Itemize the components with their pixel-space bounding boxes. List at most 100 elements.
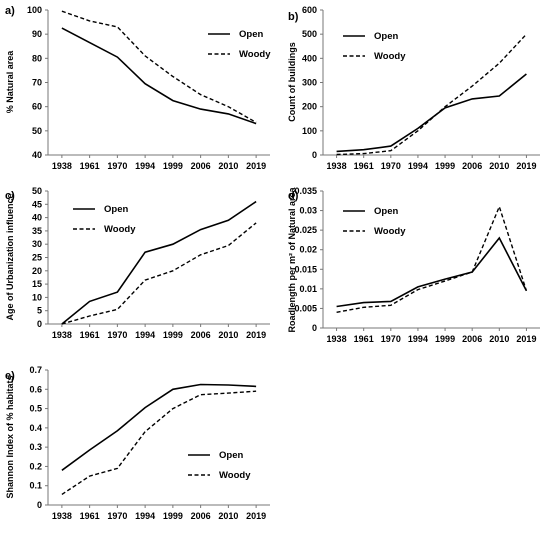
y-tick-label: 40 [32,150,42,160]
x-tick-label: 1970 [381,161,401,171]
x-tick-label: 2006 [462,334,482,344]
y-tick-label: 0.1 [29,481,42,491]
y-tick-label: 0.6 [29,384,42,394]
x-tick-label: 1938 [52,161,72,171]
y-tick-label: 80 [32,53,42,63]
x-tick-label: 2010 [218,161,238,171]
x-tick-label: 1938 [52,330,72,340]
panel-label: a) [5,5,15,17]
y-tick-label: 10 [32,292,42,302]
y-axis-label: % Natural area [5,50,15,114]
y-tick-label: 0 [312,150,317,160]
series-line-woody [336,204,528,313]
y-tick-label: 60 [32,102,42,112]
x-tick-label: 1999 [435,334,455,344]
y-tick-label: 0 [312,323,317,333]
y-tick-label: 0.015 [294,264,317,274]
x-tick-label: 2010 [489,334,509,344]
y-tick-label: 50 [32,126,42,136]
panel-label: e) [5,370,15,382]
chart-panel-1: 40 50 60 70 80 90 100 1938 1961 1970 1994 1999 2006 2… [5,5,271,171]
legend-label-open: Open [374,206,398,217]
x-tick-label: 2019 [246,330,266,340]
x-tick-label: 1999 [435,161,455,171]
x-tick-label: 2006 [191,330,211,340]
y-tick-label: 0.3 [29,442,42,452]
legend-label-woody: Woody [374,51,406,62]
x-tick-label: 1970 [107,330,127,340]
x-tick-label: 2019 [516,334,536,344]
x-tick-label: 1999 [163,330,183,340]
x-tick-label: 1961 [80,511,100,521]
x-tick-label: 1970 [107,161,127,171]
series-line-open [61,383,257,471]
x-tick-label: 1938 [52,511,72,521]
y-tick-label: 0.035 [294,186,317,196]
y-tick-label: 25 [32,253,42,263]
y-axis-label: Age of Urbanization influence [5,193,15,320]
x-tick-label: 2010 [489,161,509,171]
x-tick-label: 1994 [135,511,155,521]
series-line-woody [61,222,257,325]
series-line-open [61,27,257,125]
y-tick-label: 90 [32,29,42,39]
y-tick-label: 0 [37,500,42,510]
series-line-woody [61,390,257,495]
series-line-open [61,200,257,325]
series-line-open [336,73,527,153]
y-tick-label: 40 [32,213,42,223]
x-tick-label: 1999 [163,161,183,171]
y-axis-label: Shannon Index of % habitats [5,375,15,498]
legend-label-woody: Woody [104,224,136,235]
y-tick-label: 50 [32,186,42,196]
y-tick-label: 0.025 [294,225,317,235]
panel-label: d) [288,190,299,202]
y-tick-label: 70 [32,78,42,88]
chart-panel-2: 0 100 200 300 400 500 600 1938 1961 1970 1994 1999 2… [287,5,540,171]
x-tick-label: 2019 [516,161,536,171]
series-line-woody [61,10,257,124]
y-tick-label: 300 [302,78,317,88]
y-tick-label: 0.4 [29,423,42,433]
x-tick-label: 2006 [462,161,482,171]
y-tick-label: 0.005 [294,303,317,313]
y-tick-label: 5 [37,306,42,316]
legend-label-woody: Woody [219,470,251,481]
x-tick-label: 1961 [354,334,374,344]
x-tick-label: 1938 [327,161,347,171]
y-axis-label: Roadlength per m² of Natural area [287,186,297,332]
legend-label-open: Open [219,450,243,461]
y-tick-label: 35 [32,226,42,236]
x-tick-label: 1999 [163,511,183,521]
x-tick-label: 1994 [135,330,155,340]
legend-label-open: Open [104,204,128,215]
legend-label-open: Open [374,31,398,42]
y-tick-label: 15 [32,279,42,289]
x-tick-label: 1961 [80,161,100,171]
x-tick-label: 1961 [80,330,100,340]
y-tick-label: 0 [37,319,42,329]
y-tick-label: 100 [302,126,317,136]
y-tick-label: 500 [302,29,317,39]
y-tick-label: 20 [32,266,42,276]
y-tick-label: 0.03 [299,206,317,216]
y-tick-label: 200 [302,102,317,112]
y-tick-label: 0.01 [299,284,317,294]
x-tick-label: 2010 [218,330,238,340]
y-axis-label: Count of buildings [287,42,297,121]
chart-panel-4: 0 0.005 0.01 0.015 0.02 0.025 0.03 0.035 1938 196… [287,186,540,344]
y-tick-label: 600 [302,5,317,15]
y-tick-label: 45 [32,199,42,209]
x-tick-label: 1994 [408,334,428,344]
x-tick-label: 1994 [408,161,428,171]
y-tick-label: 0.2 [29,461,42,471]
y-tick-label: 30 [32,239,42,249]
y-tick-label: 0.02 [299,245,317,255]
y-tick-label: 100 [27,5,42,15]
chart-panel-3: 0 5 10 15 20 25 30 35 40 45 50 1938 1961 1970 1994 1999… [5,186,270,340]
panel-label: c) [5,190,15,202]
x-tick-label: 2019 [246,511,266,521]
legend-label-woody: Woody [239,49,271,60]
chart-panel-5: 0 0.1 0.2 0.3 0.4 0.5 0.6 0.7 1938 1961 1970 1994 19… [5,365,270,521]
